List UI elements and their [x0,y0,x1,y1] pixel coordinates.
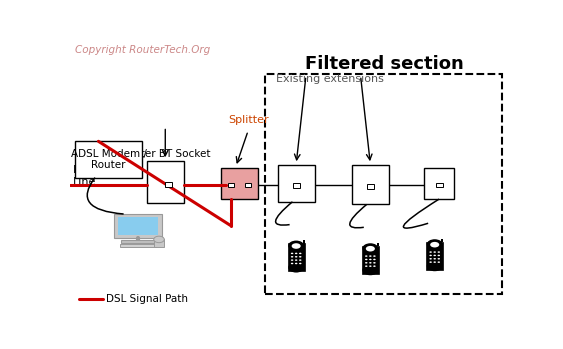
Text: ADSL Modem /
Router: ADSL Modem / Router [70,149,146,170]
Circle shape [373,265,376,267]
Circle shape [299,259,302,261]
Bar [436,183,443,187]
Text: Incoming
Line: Incoming Line [73,165,124,187]
Circle shape [437,261,440,263]
Bar [352,165,389,205]
Text: Filtered section: Filtered section [305,55,464,73]
Text: Existing extensions: Existing extensions [276,74,384,84]
Circle shape [430,258,432,260]
Circle shape [299,263,302,264]
Circle shape [299,256,302,258]
Circle shape [291,263,293,264]
Bar [377,243,379,246]
Circle shape [295,263,297,264]
Circle shape [365,259,368,260]
Circle shape [365,255,368,257]
Circle shape [365,262,368,263]
Bar [302,240,305,244]
Bar [288,243,305,271]
Circle shape [427,262,442,270]
Bar [424,168,454,199]
Text: Master BT Socket: Master BT Socket [120,149,211,159]
Bar [426,242,443,269]
Text: DSL Signal Path: DSL Signal Path [106,294,188,304]
Bar [265,74,502,295]
Circle shape [291,253,293,254]
Text: Copyright RouterTech.Org: Copyright RouterTech.Org [75,45,210,54]
Circle shape [430,255,432,256]
Circle shape [365,265,368,267]
Bar [120,244,156,247]
Circle shape [369,265,372,267]
Bar [441,239,443,242]
Circle shape [427,240,442,249]
Circle shape [430,242,439,247]
Circle shape [291,256,293,258]
Circle shape [373,262,376,263]
Circle shape [363,244,378,253]
Circle shape [363,266,378,275]
Bar [121,240,155,243]
Circle shape [373,255,376,257]
Text: Splitter: Splitter [228,115,269,125]
Circle shape [434,261,436,263]
Circle shape [437,255,440,256]
Circle shape [373,259,376,260]
Bar [367,184,374,189]
Circle shape [369,262,372,263]
Circle shape [434,255,436,256]
Bar [114,214,162,238]
Circle shape [430,251,432,253]
Circle shape [369,255,372,257]
Circle shape [154,236,164,243]
Circle shape [295,259,297,261]
Circle shape [289,263,303,272]
Bar [228,183,234,187]
Bar [361,246,379,274]
Bar [221,168,258,199]
Circle shape [292,243,301,249]
Bar [75,141,142,178]
Circle shape [366,246,375,252]
Bar [278,165,315,202]
Circle shape [434,258,436,260]
Circle shape [437,251,440,253]
Circle shape [299,253,302,254]
Circle shape [295,256,297,258]
Bar [166,182,172,186]
Bar [118,217,158,235]
Bar [293,183,300,188]
Circle shape [369,259,372,260]
Circle shape [295,253,297,254]
Bar [147,162,184,203]
Bar [154,239,164,247]
Circle shape [434,251,436,253]
Circle shape [289,241,303,250]
Circle shape [291,259,293,261]
Circle shape [430,261,432,263]
Circle shape [437,258,440,260]
Bar [244,183,251,187]
